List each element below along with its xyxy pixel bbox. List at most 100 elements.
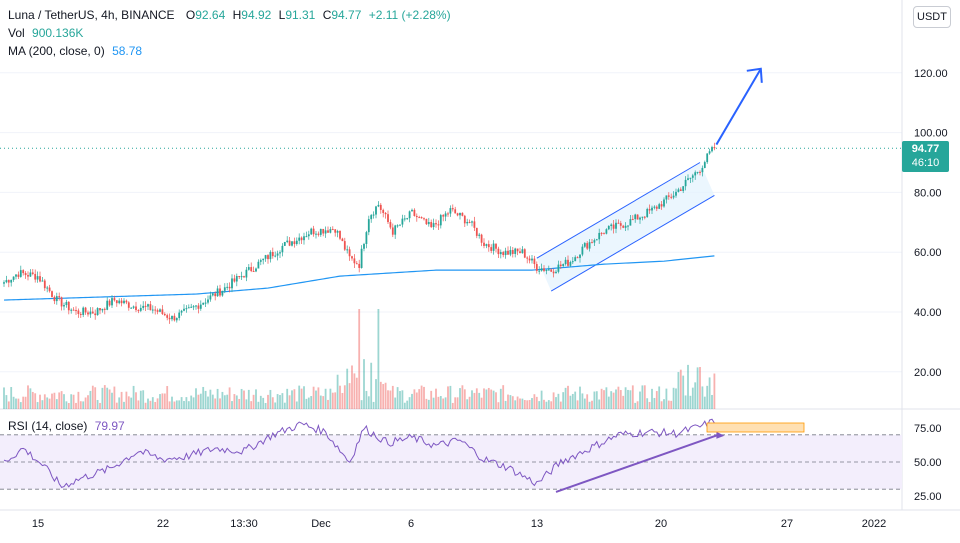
ma-value: 58.78	[112, 44, 143, 58]
volume-bar	[221, 391, 224, 409]
candle-body	[79, 313, 82, 315]
candle-body	[315, 233, 317, 235]
candle-body	[199, 304, 202, 309]
volume-bar	[303, 386, 305, 409]
candle-body	[197, 305, 200, 309]
candle-body	[526, 257, 529, 259]
candle-body	[365, 232, 368, 244]
volume-bar	[451, 402, 454, 409]
candle-body	[492, 243, 495, 251]
candle-body	[555, 271, 557, 274]
volume-bar	[598, 399, 601, 409]
volume-bar	[70, 394, 73, 409]
ma-label[interactable]: MA (200, close, 0)	[8, 44, 105, 58]
candle-body	[305, 236, 308, 238]
candle-body	[12, 276, 15, 280]
candle-body	[89, 311, 92, 315]
volume-bar	[238, 398, 241, 409]
candle-body	[310, 228, 313, 235]
candle-body	[571, 261, 574, 263]
volume-bar	[209, 389, 212, 409]
volume-bar	[89, 390, 92, 409]
volume-bar	[283, 402, 286, 409]
candle-body	[87, 312, 89, 315]
volume-bar	[240, 388, 243, 409]
candle-body	[454, 209, 457, 214]
volume-bar	[190, 395, 193, 409]
volume-bar	[667, 400, 670, 409]
volume-bar	[55, 399, 58, 409]
candle-body	[41, 280, 44, 282]
candle-body	[175, 318, 178, 321]
volume-bars	[3, 309, 716, 409]
low-label: L	[278, 8, 286, 22]
volume-bar	[670, 400, 673, 409]
candle-body	[682, 186, 685, 191]
volume-bar	[526, 400, 529, 409]
candle-body	[639, 217, 641, 220]
candle-body	[147, 304, 149, 307]
volume-bar	[531, 398, 533, 409]
candle-body	[156, 310, 159, 312]
symbol-label[interactable]: Luna / TetherUS, 4h, BINANCE	[8, 8, 175, 22]
volume-bar	[307, 397, 310, 409]
currency-button[interactable]: USDT	[913, 6, 951, 28]
candle-body	[135, 306, 137, 311]
candle-body	[703, 162, 706, 168]
candle-body	[391, 227, 394, 235]
candle-body	[262, 258, 265, 261]
candle-body	[221, 290, 224, 296]
price-tick-label: 40.00	[914, 307, 942, 319]
candle-body	[101, 308, 104, 311]
volume-bar	[540, 390, 543, 409]
volume-bar	[271, 397, 274, 409]
volume-bar	[490, 389, 493, 409]
volume-bar	[497, 402, 500, 409]
volume-bar	[166, 386, 169, 409]
volume-bar	[507, 394, 509, 409]
volume-bar	[91, 385, 94, 409]
volume-bar	[115, 402, 118, 409]
candle-body	[478, 234, 481, 236]
volume-bar	[247, 389, 250, 409]
volume-bar	[5, 395, 8, 409]
volume-bar	[653, 397, 656, 409]
candle-body	[24, 273, 27, 276]
rsi-label[interactable]: RSI (14, close)	[8, 419, 88, 433]
volume-bar	[235, 395, 238, 409]
rsi-highlight-box	[706, 422, 805, 433]
candle-body	[322, 228, 325, 234]
candle-body	[406, 218, 409, 220]
volume-bar	[646, 398, 649, 409]
candle-body	[5, 280, 8, 283]
volume-bar	[579, 386, 581, 409]
candle-body	[511, 250, 514, 254]
candle-body	[34, 273, 37, 280]
volume-bar	[202, 386, 205, 409]
volume-label[interactable]: Vol	[8, 26, 25, 40]
volume-bar	[595, 391, 598, 409]
time-tick-label: 2022	[862, 518, 886, 530]
volume-bar	[547, 400, 550, 409]
volume-bar	[351, 365, 353, 409]
volume-bar	[358, 309, 361, 409]
volume-bar	[487, 387, 490, 409]
candle-body	[137, 310, 140, 312]
candle-body	[43, 280, 46, 289]
volume-bar	[538, 401, 541, 409]
volume-bar	[207, 396, 209, 409]
candle-body	[247, 267, 250, 270]
volume-bar	[360, 400, 363, 409]
candle-body	[487, 244, 490, 248]
candle-body	[689, 177, 692, 179]
volume-bar	[267, 394, 269, 409]
volume-bar	[624, 387, 627, 409]
volume-bar	[694, 382, 697, 409]
volume-bar	[648, 401, 651, 409]
volume-bar	[387, 390, 389, 409]
rsi-legend: RSI (14, close) 79.97	[8, 419, 125, 433]
candle-body	[387, 214, 389, 223]
candles	[3, 142, 716, 324]
volume-bar	[276, 394, 279, 409]
